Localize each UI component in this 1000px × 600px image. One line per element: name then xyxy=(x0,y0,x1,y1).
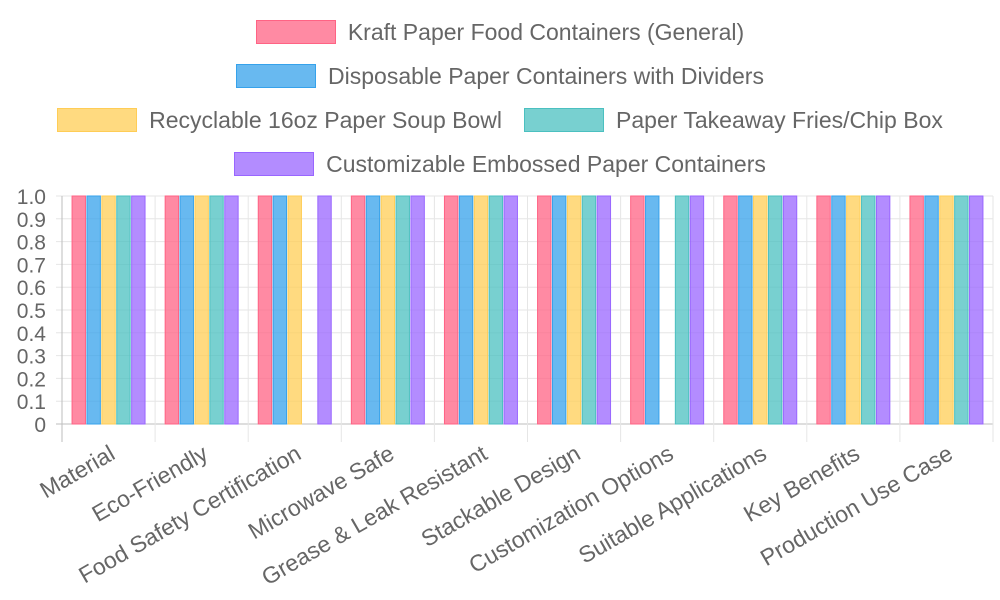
legend-row: Customizable Embossed Paper Containers xyxy=(0,149,1000,179)
bar xyxy=(875,195,891,425)
y-tick-label: 0.7 xyxy=(17,254,46,277)
y-tick-label: 1.0 xyxy=(17,186,46,209)
bar xyxy=(767,195,783,425)
bar xyxy=(551,195,567,425)
bar xyxy=(179,195,194,425)
bar xyxy=(723,195,738,425)
bar xyxy=(164,195,180,425)
legend-label: Customizable Embossed Paper Containers xyxy=(326,150,766,177)
bar xyxy=(596,195,612,425)
legend-item[interactable]: Paper Takeaway Fries/Chip Box xyxy=(524,107,943,134)
y-tick-label: 0.3 xyxy=(17,346,46,369)
legend-swatch xyxy=(255,20,336,44)
bar xyxy=(630,195,645,425)
bar xyxy=(909,195,924,425)
bar xyxy=(581,195,597,425)
bar xyxy=(272,195,288,425)
bar xyxy=(86,195,101,425)
legend-row: Kraft Paper Food Containers (General) xyxy=(0,17,1000,47)
bar xyxy=(738,195,753,425)
legend-row: Recyclable 16oz Paper Soup Bowl Paper Tak… xyxy=(0,105,1000,135)
bar xyxy=(782,195,798,425)
bar xyxy=(116,195,131,425)
bar xyxy=(831,195,846,425)
bar xyxy=(443,195,459,425)
bar xyxy=(458,195,474,425)
bar xyxy=(503,195,518,425)
legend-item[interactable]: Kraft Paper Food Containers (General) xyxy=(255,18,745,46)
legend-swatch xyxy=(236,64,317,88)
legend-label: Kraft Paper Food Containers (General) xyxy=(347,18,745,45)
bar xyxy=(846,195,861,425)
legend-item[interactable]: Recyclable 16oz Paper Soup Bowl xyxy=(57,107,502,134)
legend-label: Paper Takeaway Fries/Chip Box xyxy=(616,106,943,133)
bar xyxy=(939,195,954,425)
bar xyxy=(969,195,984,425)
bar xyxy=(350,195,366,425)
bar xyxy=(488,195,504,425)
bar xyxy=(101,195,116,425)
bar xyxy=(473,195,489,425)
y-tick-label: 0 xyxy=(34,414,46,437)
bar xyxy=(674,195,690,425)
bar xyxy=(410,195,425,425)
bar xyxy=(224,195,239,425)
bar xyxy=(395,195,410,425)
legend-item[interactable]: Disposable Paper Containers with Divider… xyxy=(236,63,764,90)
bar xyxy=(537,195,552,425)
bar xyxy=(645,195,660,425)
bar xyxy=(287,195,302,425)
y-tick-label: 0.1 xyxy=(17,391,46,414)
bar xyxy=(194,195,209,425)
legend-row: Disposable Paper Containers with Divider… xyxy=(0,61,1000,91)
legend-swatch xyxy=(524,108,605,132)
y-tick-label: 0.6 xyxy=(17,277,46,300)
bar xyxy=(689,195,705,425)
bar xyxy=(816,195,831,425)
y-tick-label: 0.5 xyxy=(17,300,46,323)
bar xyxy=(131,195,146,425)
legend-swatch xyxy=(234,152,315,176)
bar xyxy=(317,195,332,425)
legend-label: Disposable Paper Containers with Divider… xyxy=(328,62,764,89)
y-tick-label: 0.2 xyxy=(17,368,46,391)
legend-label: Recyclable 16oz Paper Soup Bowl xyxy=(149,106,503,133)
bar xyxy=(861,195,876,425)
legend-item[interactable]: Customizable Embossed Paper Containers xyxy=(234,151,766,178)
bar xyxy=(257,195,273,425)
legend-swatch xyxy=(57,108,138,132)
bar xyxy=(209,195,224,425)
bar xyxy=(753,195,768,425)
bar xyxy=(924,195,939,425)
bar xyxy=(380,195,396,425)
bar xyxy=(566,195,582,425)
bar xyxy=(954,195,969,425)
y-tick-label: 0.4 xyxy=(17,323,47,346)
bar xyxy=(365,195,381,425)
bar xyxy=(71,195,86,425)
y-tick-label: 0.9 xyxy=(17,209,46,232)
y-tick-label: 0.8 xyxy=(17,232,46,255)
